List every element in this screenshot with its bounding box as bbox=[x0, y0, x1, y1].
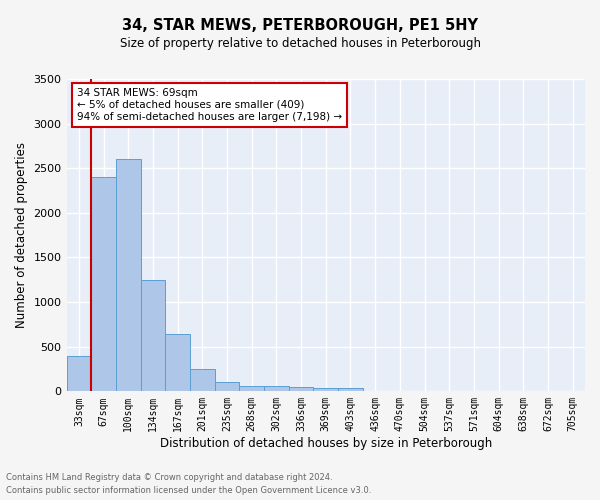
Bar bbox=[313, 388, 338, 392]
Bar bbox=[165, 334, 190, 392]
Bar bbox=[91, 177, 116, 392]
Text: 34, STAR MEWS, PETERBOROUGH, PE1 5HY: 34, STAR MEWS, PETERBOROUGH, PE1 5HY bbox=[122, 18, 478, 32]
Bar bbox=[67, 356, 91, 392]
Bar bbox=[264, 386, 289, 392]
Y-axis label: Number of detached properties: Number of detached properties bbox=[15, 142, 28, 328]
Bar bbox=[140, 280, 165, 392]
Bar bbox=[338, 388, 363, 392]
Text: Size of property relative to detached houses in Peterborough: Size of property relative to detached ho… bbox=[119, 38, 481, 51]
Text: 34 STAR MEWS: 69sqm
← 5% of detached houses are smaller (409)
94% of semi-detach: 34 STAR MEWS: 69sqm ← 5% of detached hou… bbox=[77, 88, 342, 122]
X-axis label: Distribution of detached houses by size in Peterborough: Distribution of detached houses by size … bbox=[160, 437, 492, 450]
Text: Contains HM Land Registry data © Crown copyright and database right 2024.
Contai: Contains HM Land Registry data © Crown c… bbox=[6, 474, 371, 495]
Bar bbox=[116, 160, 140, 392]
Bar bbox=[190, 369, 215, 392]
Bar bbox=[289, 387, 313, 392]
Bar bbox=[215, 382, 239, 392]
Bar bbox=[239, 386, 264, 392]
